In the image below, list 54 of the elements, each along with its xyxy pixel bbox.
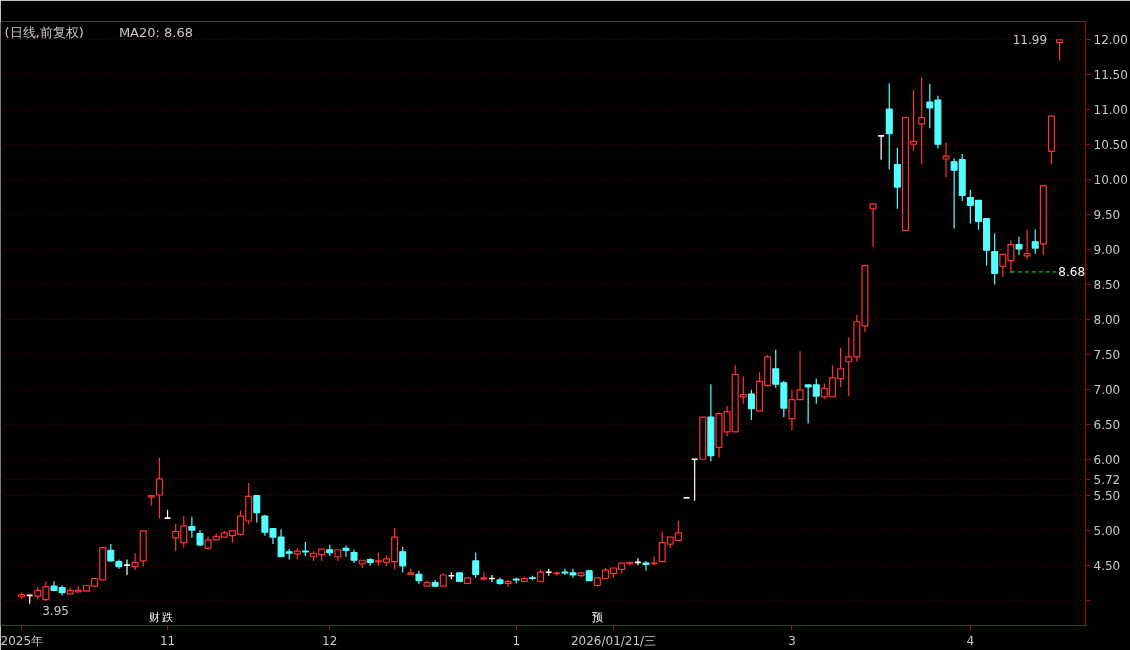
candlestick (1056, 39, 1064, 62)
annotation: 跌 (162, 610, 174, 624)
y-tick-label: 8.00 (1093, 313, 1121, 328)
x-tick-label: 12 (322, 633, 338, 648)
chart-title: (日线,前复权) (4, 24, 84, 40)
y-tick-label: 6.00 (1093, 453, 1121, 468)
candlestick (123, 558, 131, 576)
y-tick-label: 6.50 (1093, 418, 1121, 433)
x-tick-label: 1 (512, 633, 521, 648)
y-tick-label: 12.00 (1093, 32, 1128, 47)
candlestick (747, 389, 755, 421)
y-tick-label: 5.50 (1093, 488, 1121, 503)
candlestick (472, 551, 480, 579)
ref-line-label: 8.68 (1058, 265, 1086, 280)
candlestick (253, 494, 261, 523)
y-tick-label: 10.50 (1093, 137, 1128, 152)
x-tick-label: 3 (788, 633, 796, 648)
y-tick-label: 9.00 (1093, 242, 1121, 257)
y-tick-label: 10.00 (1093, 172, 1128, 187)
y-tick-label: 9.50 (1093, 207, 1121, 222)
candlestick (1023, 229, 1031, 260)
y-tick-label: 5.72 (1093, 473, 1121, 488)
annotation: 预 (591, 610, 603, 624)
y-tick-label: 4.50 (1093, 558, 1121, 573)
annotation: 财 (149, 610, 161, 624)
candlestick (942, 142, 950, 178)
candlestick (918, 77, 926, 166)
candlestick (650, 556, 658, 566)
candlestick (877, 135, 885, 161)
candlestick (642, 560, 650, 572)
y-tick-label: 11.00 (1093, 102, 1128, 117)
candlestick (991, 232, 999, 286)
x-tick-label: 11 (159, 633, 176, 648)
candlestick (869, 203, 877, 248)
x-tick-label: 2025年 (0, 633, 44, 648)
x-tick-label: 4 (966, 633, 975, 648)
candlestick (131, 552, 139, 571)
candlestick (690, 458, 699, 502)
candlestick (504, 579, 512, 588)
y-tick-label: 7.50 (1093, 348, 1121, 363)
candlestick (1015, 236, 1023, 256)
y-tick-label: 11.50 (1093, 67, 1128, 82)
y-tick-label: 5.00 (1093, 523, 1121, 538)
candlestick (893, 147, 901, 210)
candlestick (1031, 228, 1039, 255)
x-tick-label: 2026/01/21/三 (570, 633, 657, 648)
candlestick (188, 516, 196, 539)
y-tick-label: 8.50 (1093, 278, 1121, 293)
chart-subtitle: MA20: 8.68 (118, 24, 194, 40)
annotation: 11.99 (1012, 33, 1048, 48)
candlestick (342, 544, 350, 558)
candlestick (399, 546, 407, 573)
annotation: 3.95 (42, 603, 69, 618)
y-tick-label: 7.00 (1093, 383, 1121, 398)
